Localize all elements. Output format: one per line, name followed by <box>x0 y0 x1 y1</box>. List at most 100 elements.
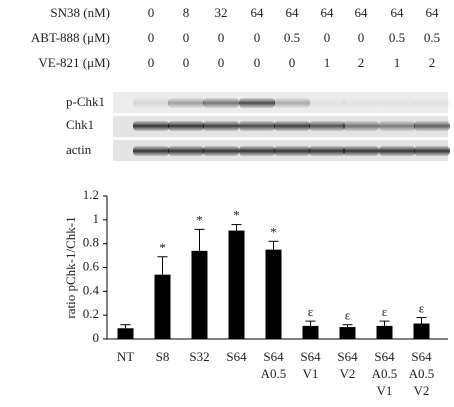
treatment-label: VE-821 (μM) <box>38 55 110 70</box>
significance-mark: ε <box>308 304 314 319</box>
blot-band <box>274 98 310 108</box>
significance-mark: * <box>270 224 277 239</box>
blot-band <box>203 98 239 108</box>
x-tick-label: V2 <box>414 383 430 398</box>
treatment-value: 2 <box>429 55 436 70</box>
x-tick-label: V1 <box>377 383 393 398</box>
blot-band <box>168 98 204 108</box>
x-tick-label: S32 <box>189 349 209 364</box>
significance-mark: ε <box>419 301 425 316</box>
blot-band <box>343 98 379 108</box>
bar <box>191 250 208 339</box>
treatment-label: SN38 (nM) <box>50 5 110 20</box>
blot-band <box>309 146 345 156</box>
bar <box>376 325 393 339</box>
treatment-value: 0 <box>183 55 190 70</box>
x-tick-label: S64 <box>411 349 432 364</box>
blot-band <box>309 121 345 131</box>
significance-mark: * <box>159 240 166 255</box>
x-tick-label: NT <box>117 349 134 364</box>
blot-bands <box>133 98 450 156</box>
blot-band <box>309 98 345 108</box>
treatment-value: 64 <box>251 5 265 20</box>
blot-band <box>133 121 169 131</box>
treatment-value: 0 <box>218 30 225 45</box>
x-tick-label: V2 <box>340 366 356 381</box>
y-tick-label: 1 <box>93 211 100 226</box>
blot-band <box>274 121 310 131</box>
treatment-value: 0.5 <box>389 30 405 45</box>
significance-mark: ε <box>382 304 388 319</box>
bar <box>154 274 171 339</box>
x-tick-label: A0.5 <box>409 366 435 381</box>
blot-band <box>414 146 450 156</box>
treatment-value: 64 <box>426 5 440 20</box>
x-tick-label: S8 <box>156 349 170 364</box>
treatment-value: 64 <box>321 5 335 20</box>
blot-band <box>168 146 204 156</box>
y-tick-label: 0 <box>93 330 100 345</box>
treatment-value: 64 <box>355 5 369 20</box>
treatment-value: 8 <box>183 5 190 20</box>
blot-band <box>133 146 169 156</box>
treatment-value: 0 <box>254 30 261 45</box>
treatment-value: 0 <box>218 55 225 70</box>
bar <box>265 249 282 339</box>
treatment-value: 32 <box>215 5 228 20</box>
treatment-value: 0.5 <box>284 30 300 45</box>
blot-label: actin <box>66 142 92 157</box>
treatment-value: 0 <box>183 30 190 45</box>
blot-band <box>239 146 275 156</box>
x-tick-label: S64 <box>226 349 247 364</box>
blot-band <box>274 146 310 156</box>
blot-band <box>379 146 415 156</box>
bar <box>302 325 319 339</box>
blot-band <box>203 146 239 156</box>
content: SN38 (nM) 0 8 32 64 64 64 64 64 64 ABT-888 (μM) 0 0 0… <box>31 5 448 398</box>
blot-label: Chk1 <box>66 117 94 132</box>
blot-band <box>343 121 379 131</box>
treatment-value: 0 <box>324 30 331 45</box>
y-tick-label: 1.2 <box>83 187 99 202</box>
y-tick-label: 0.4 <box>83 282 100 297</box>
x-tick-label: S64 <box>374 349 395 364</box>
blot-band <box>133 98 169 108</box>
bar <box>339 327 356 339</box>
x-tick-label: V1 <box>303 366 319 381</box>
treatment-value: 1 <box>324 55 331 70</box>
blot-band <box>379 98 415 108</box>
treatment-value: 0 <box>358 30 365 45</box>
bar <box>413 323 430 339</box>
treatment-value: 0 <box>148 5 155 20</box>
blot-band <box>414 98 450 108</box>
treatment-value: 0 <box>148 55 155 70</box>
blot-band <box>239 121 275 131</box>
significance-mark: * <box>196 212 203 227</box>
blot-band <box>414 121 450 131</box>
blot-band <box>379 121 415 131</box>
y-tick-label: 0.6 <box>83 258 100 273</box>
treatment-value: 64 <box>286 5 300 20</box>
treatment-value: 1 <box>394 55 401 70</box>
treatment-value: 64 <box>391 5 405 20</box>
x-tick-label: S64 <box>337 349 358 364</box>
blot-band <box>168 121 204 131</box>
y-tick-label: 0.2 <box>83 306 99 321</box>
x-tick-label: S64 <box>263 349 284 364</box>
treatment-value: 2 <box>358 55 365 70</box>
significance-mark: * <box>233 208 240 223</box>
significance-mark: ε <box>345 308 351 323</box>
treatment-value: 0.5 <box>424 30 440 45</box>
x-tick-label: A0.5 <box>372 366 398 381</box>
treatment-label: ABT-888 (μM) <box>31 30 110 45</box>
y-axis-label: ratio pChk-1/Chk-1 <box>63 216 78 318</box>
blot-band <box>343 146 379 156</box>
bar <box>117 328 134 339</box>
x-tick-label: A0.5 <box>261 366 287 381</box>
blot-band <box>203 121 239 131</box>
x-tick-label: S64 <box>300 349 321 364</box>
treatment-value: 0 <box>289 55 296 70</box>
blot-label: p-Chk1 <box>66 94 105 109</box>
treatment-value: 0 <box>254 55 261 70</box>
